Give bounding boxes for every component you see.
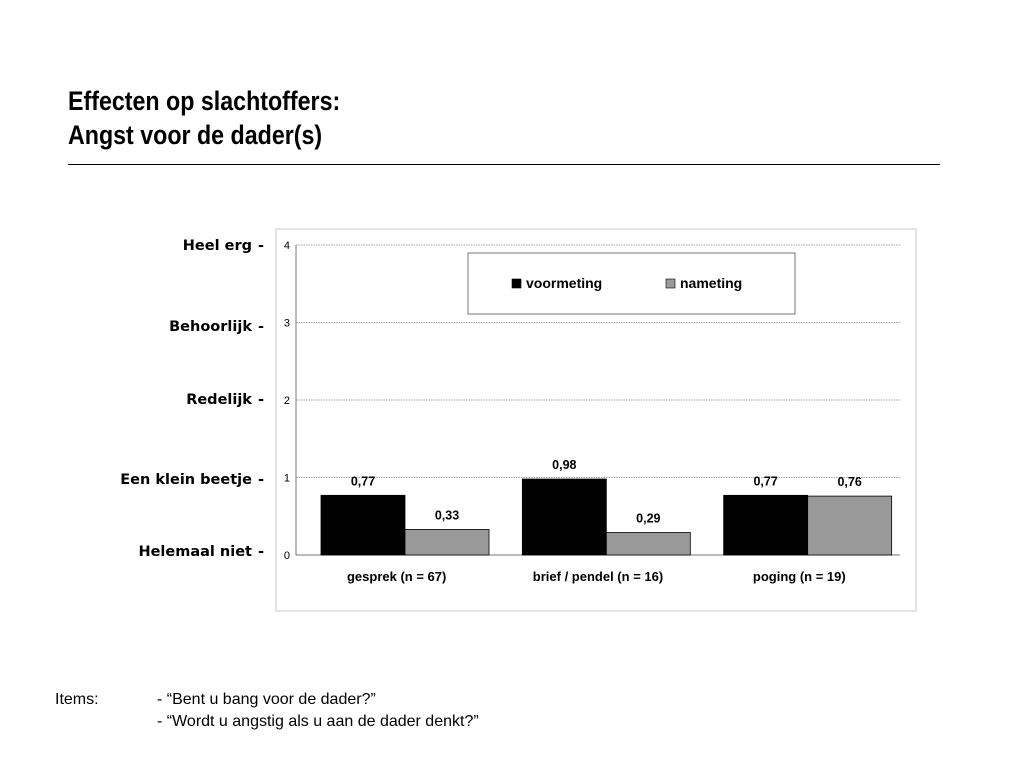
scale-label-dash: - [257, 392, 264, 408]
data-label: 0,76 [837, 475, 861, 489]
data-label: 0,33 [435, 508, 459, 522]
y-tick-label: 2 [284, 395, 290, 407]
items-label: Items: [55, 691, 99, 708]
legend-box [467, 252, 796, 315]
bar [807, 495, 893, 556]
data-label: 0,77 [351, 474, 375, 488]
title-line-2: Angst voor de dader(s) [68, 120, 323, 150]
legend-label: voormeting [526, 275, 602, 291]
bar [605, 532, 691, 556]
scale-label-dash: - [257, 319, 264, 335]
legend-swatch [511, 278, 522, 289]
scale-label: Heel erg - [183, 237, 264, 255]
scale-label-dash: - [257, 238, 264, 254]
data-label: 0,98 [552, 458, 576, 472]
title-divider [68, 164, 940, 165]
y-tick-label: 3 [284, 318, 290, 330]
bar [521, 478, 607, 556]
legend-label: nameting [680, 275, 742, 291]
x-tick-label: brief / pendel (n = 16) [533, 569, 663, 584]
scale-label: Helemaal niet - [138, 543, 264, 561]
y-tick-label: 4 [284, 240, 290, 252]
data-label: 0,77 [753, 474, 777, 488]
item-question-1: - “Bent u bang voor de dader?” [157, 691, 376, 708]
x-tick-label: poging (n = 19) [753, 569, 846, 584]
x-tick-label: gesprek (n = 67) [347, 569, 446, 584]
scale-label-text: Behoorlijk [169, 319, 252, 335]
bar [723, 494, 809, 556]
y-tick-label: 0 [284, 550, 290, 562]
bar [404, 529, 490, 556]
bar [320, 494, 406, 556]
legend-swatch [665, 278, 676, 289]
data-label: 0,29 [636, 512, 660, 526]
scale-label: Behoorlijk - [169, 318, 264, 336]
title-line-1: Effecten op slachtoffers: [68, 86, 341, 116]
y-tick-label: 1 [284, 473, 290, 485]
scale-label: Redelijk - [186, 391, 264, 409]
scale-label-text: Een klein beetje [120, 472, 252, 488]
scale-label-dash: - [257, 544, 264, 560]
scale-label-text: Helemaal niet [138, 544, 252, 560]
item-question-2: - “Wordt u angstig als u aan de dader de… [157, 713, 479, 730]
scale-label-text: Redelijk [186, 392, 252, 408]
slide-title: Effecten op slachtoffers: Angst voor de … [68, 84, 340, 152]
scale-label: Een klein beetje - [120, 471, 264, 489]
scale-label-dash: - [257, 472, 264, 488]
scale-label-text: Heel erg [182, 238, 252, 254]
